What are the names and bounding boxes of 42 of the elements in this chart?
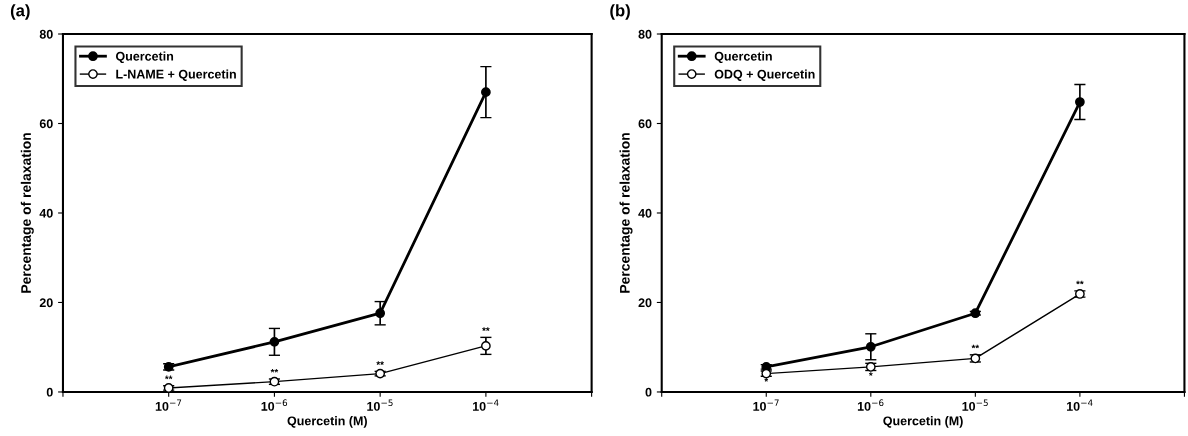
point xyxy=(375,308,386,319)
x-tick-label: 10$^{−7}$ xyxy=(753,399,779,411)
point xyxy=(1075,97,1085,107)
annotation: * xyxy=(868,372,873,376)
point xyxy=(481,87,491,98)
annotation: ** xyxy=(164,375,173,380)
y-tick-label: 0 xyxy=(46,387,53,397)
x-tick-label: 10$^{−7}$ xyxy=(155,399,182,411)
x-tick-label: 10$^{−5}$ xyxy=(962,399,988,411)
annotation: * xyxy=(764,378,769,382)
legend-label: Quercetin xyxy=(115,51,174,64)
x-tick-label: 10$^{−4}$ xyxy=(472,399,499,411)
y-tick-label: 60 xyxy=(39,119,53,129)
annotation: ** xyxy=(270,368,279,373)
y-tick-label: 0 xyxy=(645,387,652,397)
x-tick-label: 10$^{−5}$ xyxy=(367,399,393,411)
x-tick-label: 10$^{−4}$ xyxy=(1066,399,1093,411)
annotation: ** xyxy=(376,361,384,365)
y-axis-title: Percentage of relaxation xyxy=(619,133,633,293)
chart-title: (a) xyxy=(10,4,30,20)
point xyxy=(269,336,280,347)
point xyxy=(865,341,876,352)
y-tick-label: 80 xyxy=(638,29,652,39)
legend-label: L-NAME + Quercetin xyxy=(116,69,236,81)
y-tick-label: 40 xyxy=(39,208,53,218)
point xyxy=(481,341,491,351)
annotation: ** xyxy=(482,327,490,331)
x-tick-label: 10$^{−6}$ xyxy=(261,399,288,411)
y-tick-label: 40 xyxy=(638,208,652,218)
legend-label: ODQ + Quercetin xyxy=(714,69,815,81)
y-tick-label: 60 xyxy=(638,119,652,129)
annotation: ** xyxy=(1076,280,1084,285)
y-tick-label: 80 xyxy=(39,29,53,39)
y-axis-title: Percentage of relaxation xyxy=(20,133,34,293)
y-tick-label: 20 xyxy=(638,298,652,308)
x-axis-title: Quercetin (M) xyxy=(287,416,367,428)
y-tick-label: 20 xyxy=(39,298,53,308)
annotation: ** xyxy=(971,344,980,349)
x-axis-title: Quercetin (M) xyxy=(883,416,963,428)
chart-title: (b) xyxy=(610,4,630,20)
legend-label: Quercetin xyxy=(714,51,772,64)
x-tick-label: 10$^{−6}$ xyxy=(857,399,884,411)
